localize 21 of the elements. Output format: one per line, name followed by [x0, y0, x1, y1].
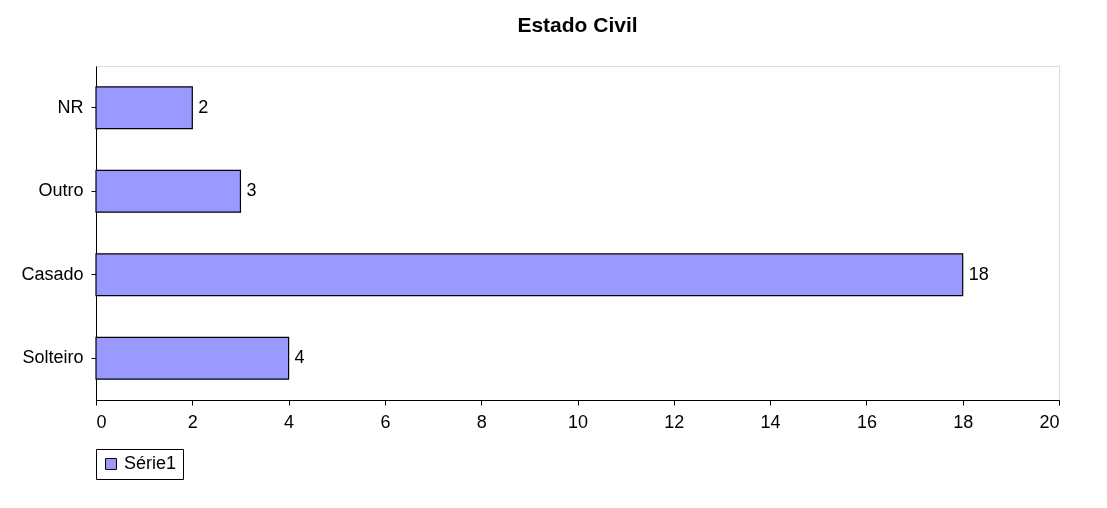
y-tick-label: NR — [57, 96, 84, 117]
x-tick-label: 20 — [1039, 411, 1060, 432]
y-tick-label: Solteiro — [22, 347, 84, 368]
x-tick-label: 6 — [380, 411, 391, 432]
x-tick-label: 8 — [476, 411, 487, 432]
data-label: 18 — [968, 263, 989, 284]
y-tick-label: Casado — [21, 263, 84, 284]
y-tick-label: Outro — [38, 180, 84, 201]
data-label: 3 — [246, 180, 257, 201]
data-label: 4 — [294, 347, 305, 368]
x-tick-label: 4 — [284, 411, 295, 432]
x-tick-label: 2 — [187, 411, 198, 432]
x-tick-label: 16 — [856, 411, 877, 432]
x-tick-label: 0 — [96, 411, 107, 432]
chart-title: Estado Civil — [517, 13, 638, 36]
x-tick-label: 10 — [567, 411, 589, 432]
x-tick-label: 18 — [953, 411, 974, 432]
data-label: 2 — [198, 96, 209, 117]
x-tick-label: 12 — [664, 411, 685, 432]
x-tick-label: 14 — [760, 411, 781, 432]
legend-label: Série1 — [124, 453, 177, 473]
